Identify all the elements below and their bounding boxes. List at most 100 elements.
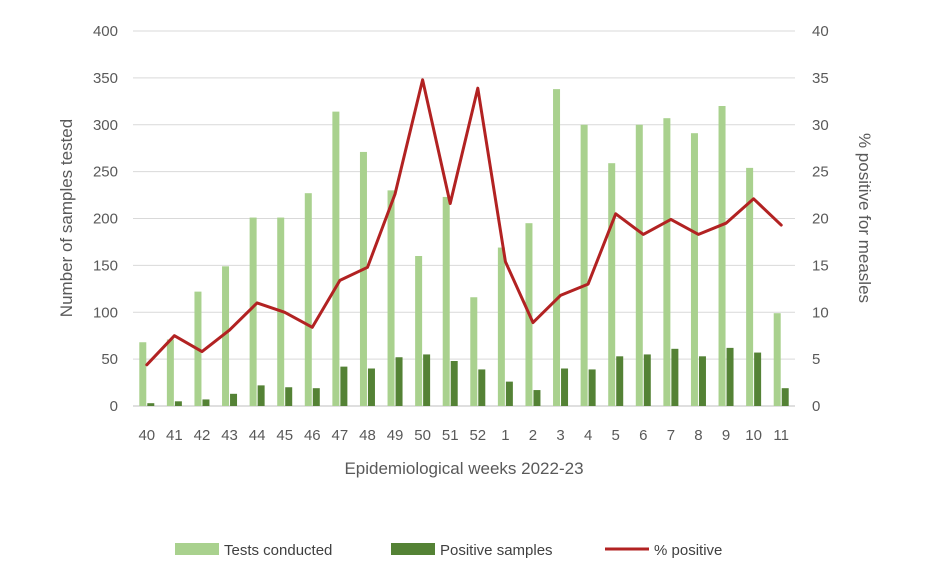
bar-positive-samples (643, 354, 651, 406)
bar-positive-samples (423, 354, 431, 406)
x-axis-title: Epidemiological weeks 2022-23 (344, 459, 583, 478)
y2-tick-label: 35 (812, 70, 829, 87)
legend-label-positive: Positive samples (440, 542, 553, 559)
bar-positive-samples (726, 347, 734, 406)
bar-positive-samples (754, 352, 762, 406)
bar-tests-conducted (222, 266, 230, 406)
y-tick-label: 250 (93, 164, 118, 181)
y2-tick-label: 0 (812, 398, 820, 415)
x-tick-label: 46 (304, 427, 321, 444)
bar-tests-conducted (442, 196, 450, 406)
legend-label-pct: % positive (654, 542, 722, 559)
bar-tests-conducted (332, 111, 340, 406)
x-tick-label: 4 (584, 427, 592, 444)
bar-tests-conducted (166, 339, 174, 406)
bar-tests-conducted (139, 342, 147, 406)
y-tick-label: 150 (93, 257, 118, 274)
legend-swatch-positive (391, 543, 435, 555)
x-tick-label: 1 (501, 427, 509, 444)
bar-tests-conducted (304, 193, 312, 406)
x-tick-label: 6 (639, 427, 647, 444)
bar-tests-conducted (497, 247, 505, 406)
bar-positive-samples (230, 393, 238, 406)
bar-tests-conducted (387, 190, 395, 406)
y2-tick-label: 10 (812, 304, 829, 321)
bar-tests-conducted (773, 313, 781, 406)
x-tick-label: 8 (694, 427, 702, 444)
x-tick-label: 48 (359, 427, 376, 444)
x-tick-label: 47 (332, 427, 349, 444)
x-tick-label: 50 (414, 427, 431, 444)
bars (139, 89, 789, 406)
y2-tick-label: 5 (812, 351, 820, 368)
x-tick-label: 10 (745, 427, 762, 444)
bar-tests-conducted (635, 124, 643, 406)
y-tick-label: 50 (101, 351, 118, 368)
x-tick-label: 9 (722, 427, 730, 444)
line-series (145, 78, 783, 367)
gridlines (133, 30, 795, 407)
bar-positive-samples (671, 348, 679, 406)
bar-positive-samples (147, 403, 155, 406)
bar-positive-samples (285, 387, 293, 406)
y2-tick-label: 20 (812, 211, 829, 228)
y-tick-label: 350 (93, 70, 118, 87)
bar-tests-conducted (415, 256, 423, 406)
x-tick-label: 52 (469, 427, 486, 444)
legend: Tests conducted Positive samples % posit… (175, 542, 722, 559)
y-tick-label: 200 (93, 211, 118, 228)
x-tick-label: 2 (529, 427, 537, 444)
legend-label-tests: Tests conducted (224, 542, 332, 559)
bar-tests-conducted (690, 133, 698, 406)
y-tick-label: 400 (93, 23, 118, 40)
bar-positive-samples (478, 369, 486, 406)
y-tick-label: 0 (110, 398, 118, 415)
x-tick-label: 43 (221, 427, 238, 444)
bar-tests-conducted (718, 106, 726, 406)
x-tick-label: 42 (194, 427, 211, 444)
bar-tests-conducted (580, 124, 588, 406)
bar-positive-samples (312, 388, 320, 406)
x-tick-label: 5 (612, 427, 620, 444)
bar-tests-conducted (553, 89, 561, 406)
tick-labels: 0501001502002503003504000510152025303540… (93, 23, 829, 444)
x-tick-label: 51 (442, 427, 459, 444)
bar-positive-samples (450, 361, 458, 406)
x-tick-label: 49 (387, 427, 404, 444)
y-tick-label: 100 (93, 304, 118, 321)
y2-tick-label: 25 (812, 164, 829, 181)
bar-tests-conducted (359, 151, 367, 406)
bar-positive-samples (174, 401, 182, 406)
y-tick-label: 300 (93, 117, 118, 134)
x-tick-label: 3 (556, 427, 564, 444)
bar-tests-conducted (663, 118, 671, 406)
x-tick-label: 40 (138, 427, 155, 444)
bar-positive-samples (616, 356, 624, 406)
y-axis-title: Number of samples tested (57, 119, 76, 317)
x-tick-label: 11 (773, 427, 789, 444)
bar-positive-samples (698, 356, 706, 406)
bar-tests-conducted (608, 163, 616, 406)
y2-tick-label: 30 (812, 117, 829, 134)
bar-tests-conducted (249, 217, 257, 406)
bar-tests-conducted (746, 167, 754, 406)
y2-axis-title: % positive for measles (855, 133, 874, 303)
x-tick-label: 44 (249, 427, 266, 444)
bar-positive-samples (367, 368, 375, 406)
bar-positive-samples (340, 366, 348, 406)
bar-positive-samples (257, 385, 265, 406)
bar-tests-conducted (470, 297, 478, 406)
bar-positive-samples (561, 368, 569, 406)
bar-positive-samples (202, 399, 210, 406)
bar-positive-samples (533, 390, 541, 406)
x-tick-label: 45 (276, 427, 293, 444)
x-tick-label: 41 (166, 427, 183, 444)
y2-tick-label: 15 (812, 257, 829, 274)
legend-swatch-tests (175, 543, 219, 555)
x-tick-label: 7 (667, 427, 675, 444)
y2-tick-label: 40 (812, 23, 829, 40)
bar-positive-samples (505, 381, 513, 406)
bar-positive-samples (781, 388, 789, 406)
